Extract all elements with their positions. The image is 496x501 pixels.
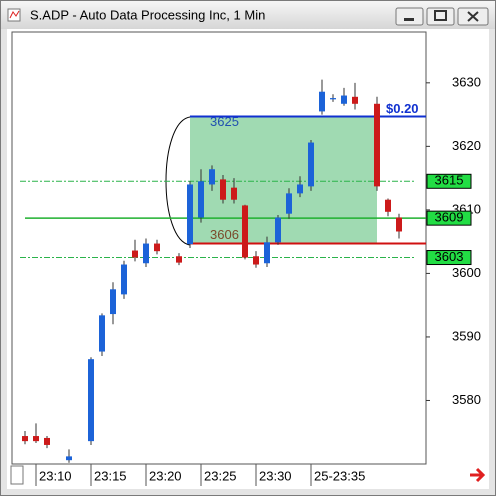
- y-tick-label: 3600: [452, 265, 481, 280]
- candle-body: [264, 242, 270, 264]
- y-tick-label: 3630: [452, 74, 481, 89]
- candle-body: [341, 95, 347, 104]
- window-title: S.ADP - Auto Data Processing Inc, 1 Min: [30, 7, 265, 22]
- candle-body: [154, 243, 160, 252]
- level-label: 3609: [435, 210, 464, 225]
- y-tick-label: 3590: [452, 328, 481, 343]
- scroll-box[interactable]: [10, 465, 24, 485]
- minimize-button[interactable]: [395, 7, 424, 26]
- x-tick-label: 23:15: [94, 468, 127, 483]
- level-label: 3615: [435, 173, 464, 188]
- y-tick-label: 3620: [452, 138, 481, 153]
- level-tag: [426, 250, 472, 266]
- candle-body: [33, 436, 39, 442]
- candle-body: [22, 436, 28, 442]
- candle-body: [286, 193, 292, 214]
- candle-body: [253, 256, 259, 265]
- candle-body: [66, 456, 72, 461]
- candle-body: [308, 142, 314, 187]
- candle-body: [242, 205, 248, 258]
- candle-body: [396, 217, 402, 232]
- window-buttons[interactable]: [395, 7, 489, 26]
- candle-body: [187, 184, 193, 245]
- y-tick-label: 3580: [452, 392, 481, 407]
- candle-body: [352, 96, 358, 104]
- maximize-button[interactable]: [426, 7, 455, 26]
- app-icon: [7, 8, 21, 22]
- x-tick-label: 23:30: [259, 468, 292, 483]
- range-bottom-label: 3606: [210, 227, 239, 242]
- close-icon: [467, 11, 479, 22]
- x-tick-label: 25-23:35: [314, 468, 365, 483]
- minimize-icon: [404, 18, 414, 21]
- candle-body: [220, 179, 226, 200]
- x-tick-label: 23:20: [149, 468, 182, 483]
- candle-body: [209, 169, 215, 185]
- candle-body: [374, 103, 380, 187]
- candle-body: [231, 187, 237, 200]
- scroll-arrow[interactable]: [470, 467, 486, 483]
- candle-body: [132, 250, 138, 258]
- candle-body: [297, 184, 303, 194]
- level-tag: [426, 210, 472, 226]
- level-tag: [426, 173, 472, 189]
- level-label: 3603: [435, 249, 464, 264]
- change-label: $0.20: [386, 101, 419, 116]
- candle-body: [330, 98, 336, 100]
- maximize-icon: [434, 10, 447, 21]
- candle-body: [275, 217, 281, 243]
- icon-glyph: [9, 10, 20, 19]
- candle-body: [99, 315, 105, 352]
- candle-body: [385, 199, 391, 212]
- candle-body: [143, 243, 149, 264]
- candle-body: [319, 91, 325, 112]
- plot-frame: [11, 31, 427, 465]
- x-tick-label: 23:25: [204, 468, 237, 483]
- candle-body: [88, 359, 94, 442]
- candle-body: [110, 289, 116, 315]
- candle-body: [198, 181, 204, 218]
- x-tick-label: 23:10: [39, 468, 72, 483]
- range-top-label: 3625: [210, 114, 239, 129]
- candle-body: [44, 437, 50, 445]
- candle-body: [121, 264, 127, 295]
- range-box: [190, 116, 377, 244]
- candle-body: [176, 256, 182, 263]
